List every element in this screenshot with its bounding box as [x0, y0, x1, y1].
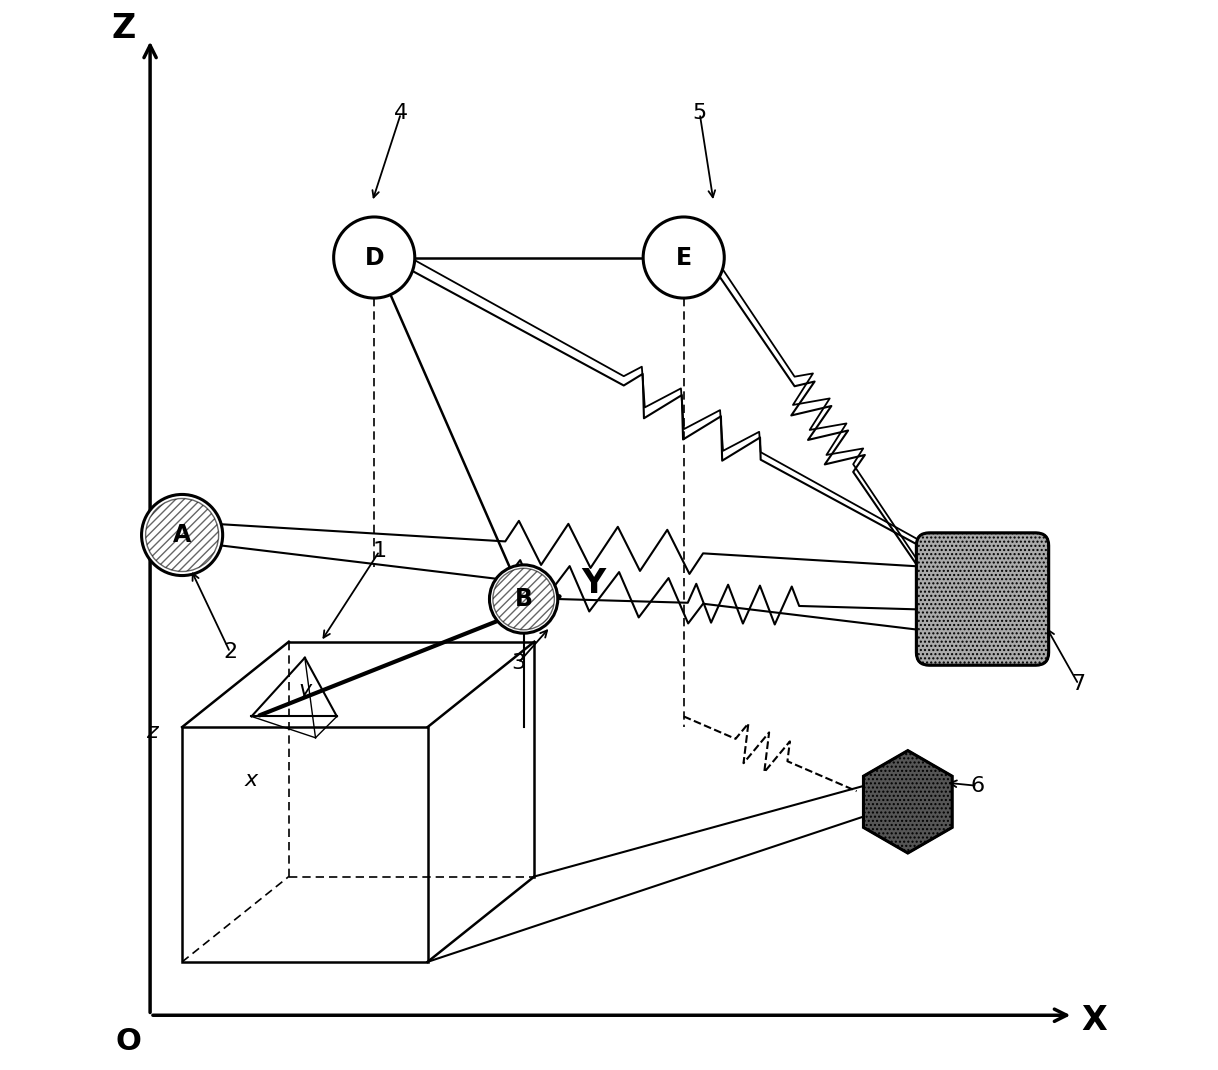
- Text: z: z: [146, 722, 158, 743]
- Text: O: O: [116, 1027, 141, 1056]
- Text: x: x: [245, 770, 258, 791]
- Text: Y: Y: [581, 566, 605, 599]
- Text: 5: 5: [693, 104, 706, 123]
- FancyBboxPatch shape: [916, 533, 1049, 666]
- Text: X: X: [1082, 1004, 1107, 1037]
- Text: y: y: [298, 679, 312, 700]
- Text: 6: 6: [970, 776, 984, 796]
- Circle shape: [141, 494, 223, 576]
- Text: 3: 3: [512, 653, 525, 673]
- Circle shape: [643, 217, 725, 299]
- Text: A: A: [173, 523, 191, 547]
- Text: 1: 1: [373, 541, 386, 561]
- Circle shape: [334, 217, 415, 299]
- Text: B: B: [515, 587, 532, 611]
- Text: E: E: [676, 245, 692, 270]
- Circle shape: [490, 565, 558, 633]
- Text: Z: Z: [111, 12, 135, 45]
- Text: 7: 7: [1072, 674, 1085, 694]
- Polygon shape: [864, 750, 952, 853]
- Text: 4: 4: [393, 104, 408, 123]
- Text: 2: 2: [223, 642, 238, 662]
- Text: D: D: [364, 245, 384, 270]
